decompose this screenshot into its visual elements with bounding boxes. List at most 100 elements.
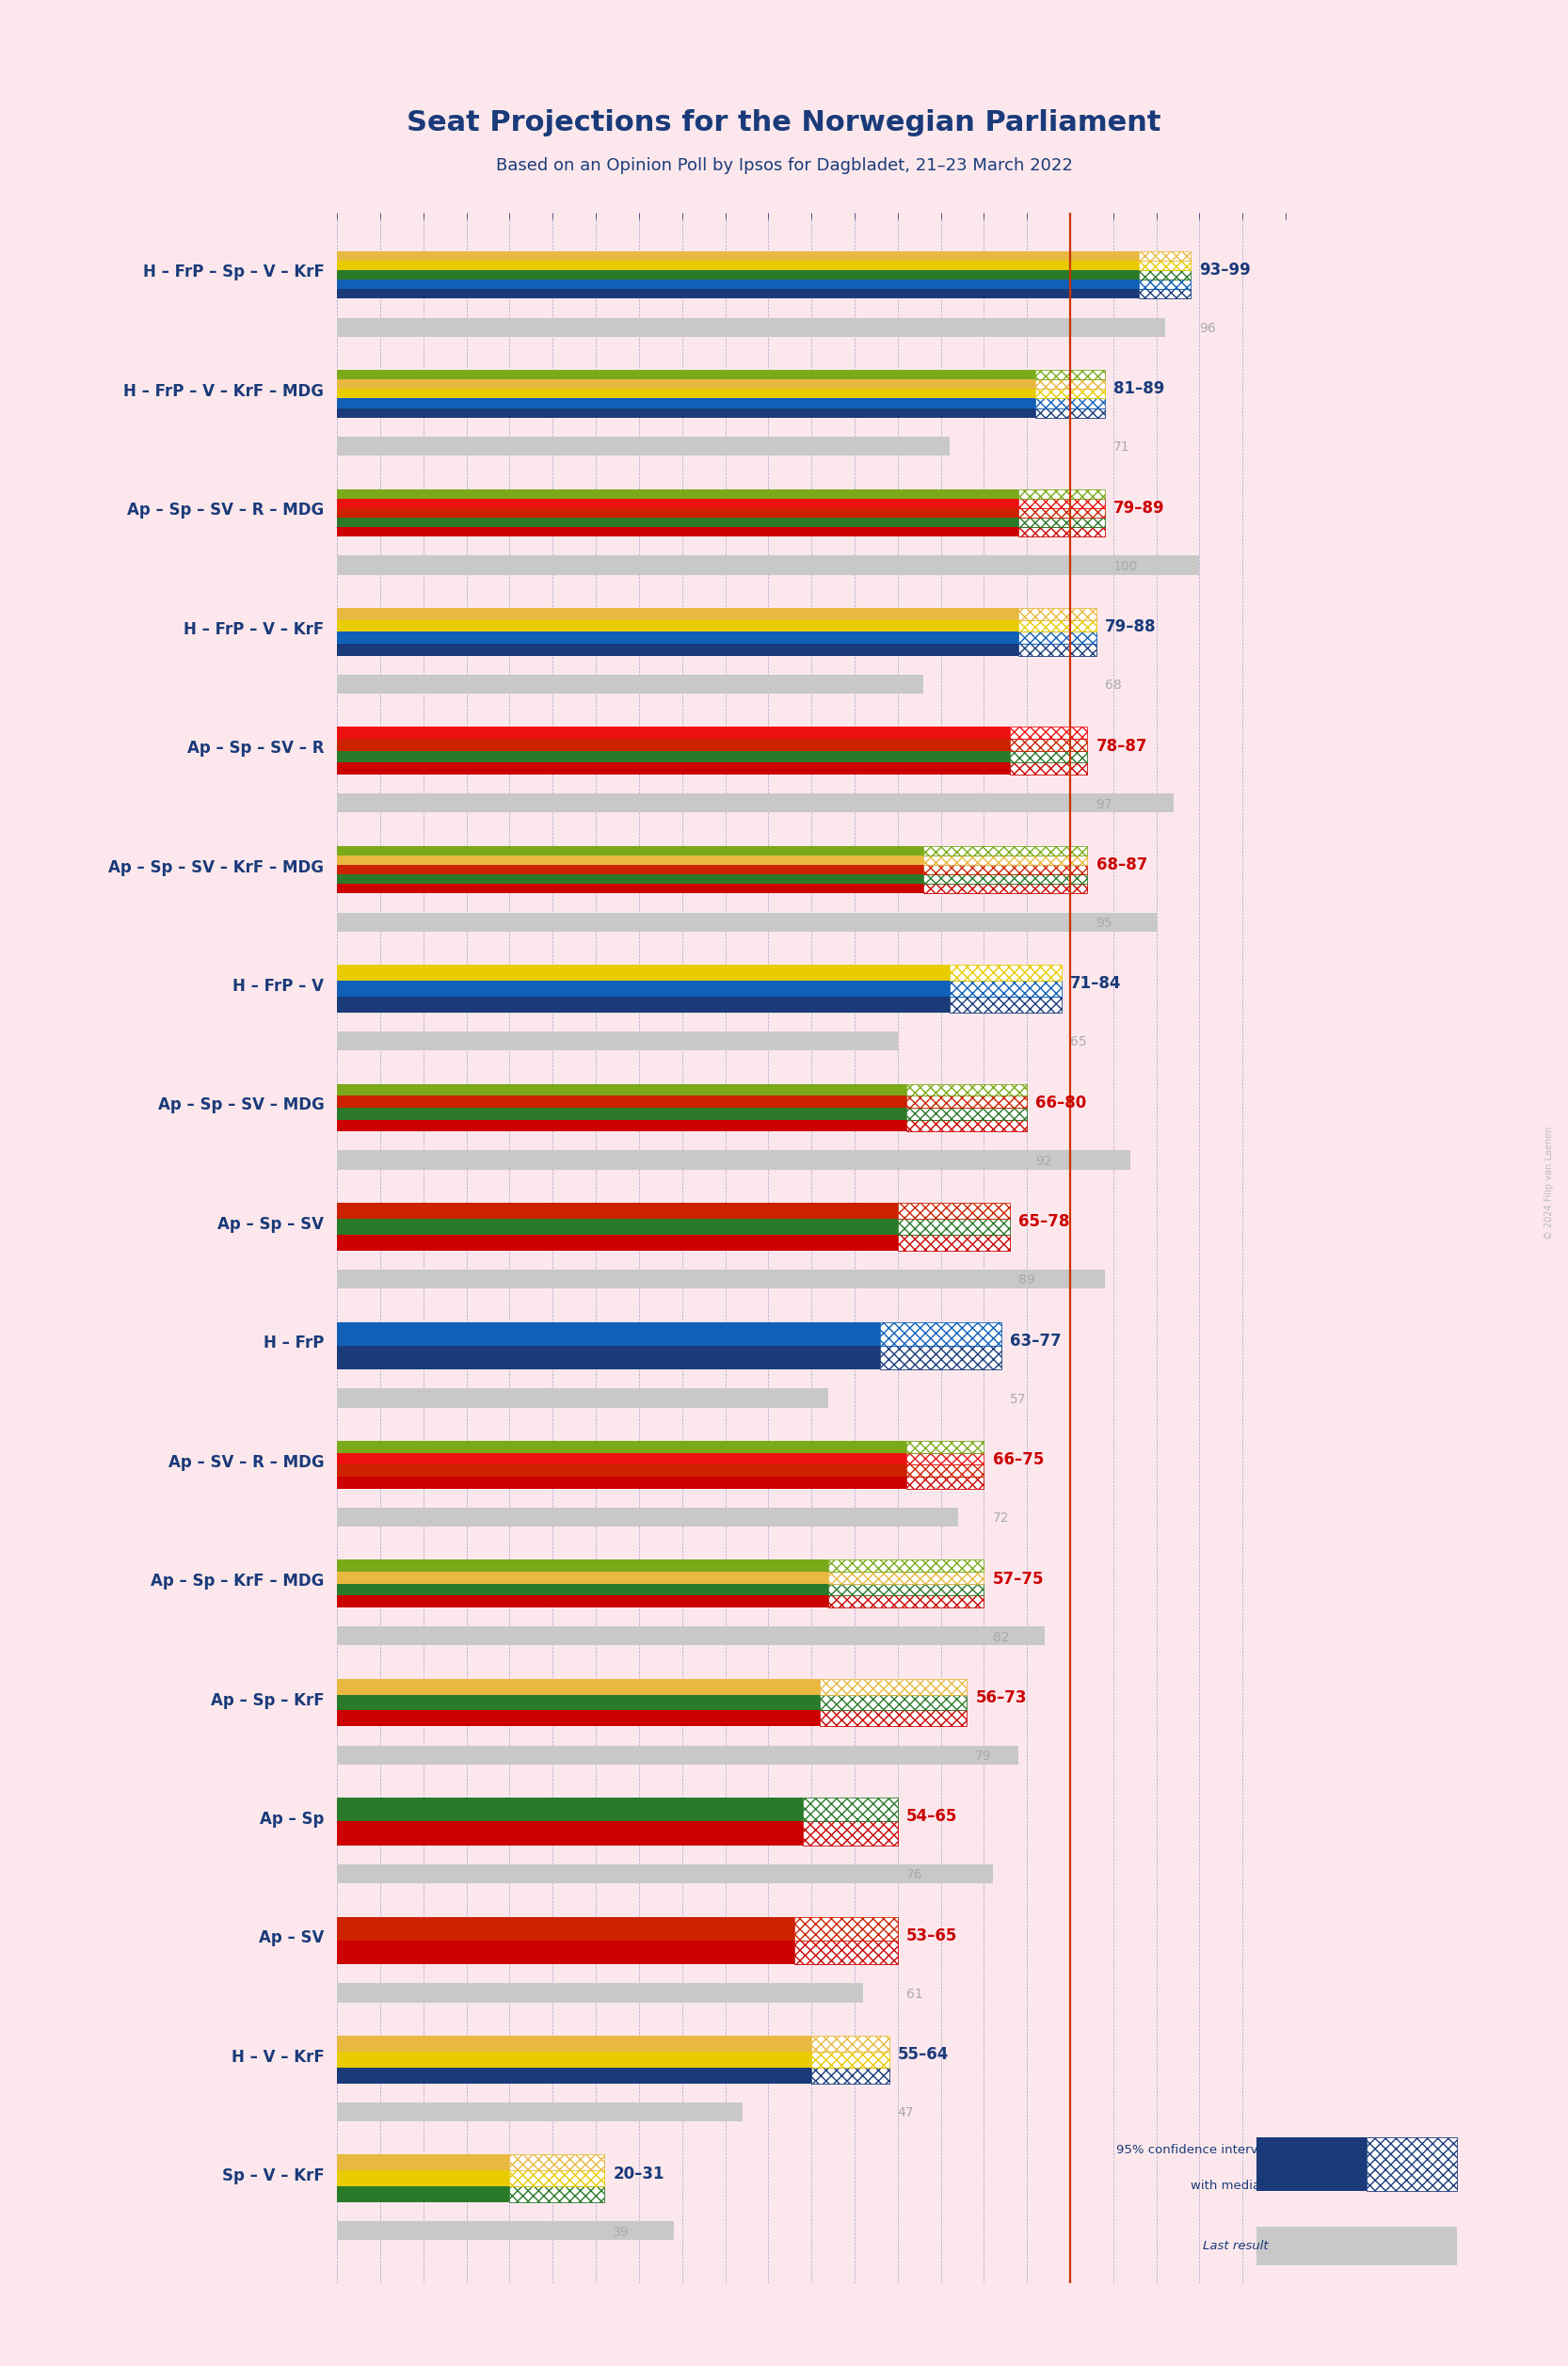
Text: Ap – Sp – SV – MDG: Ap – Sp – SV – MDG <box>158 1098 325 1114</box>
Bar <box>1035 379 1104 388</box>
Bar <box>337 407 1035 416</box>
Bar <box>337 317 1165 336</box>
Bar <box>337 726 1010 738</box>
Bar <box>897 1202 1010 1218</box>
Bar <box>1018 644 1096 655</box>
Bar <box>1010 726 1087 738</box>
Bar <box>880 1323 1000 1346</box>
Text: 53–65: 53–65 <box>906 1928 958 1945</box>
Bar <box>337 674 924 693</box>
Bar <box>337 1864 993 1883</box>
Bar <box>337 1507 958 1526</box>
Text: 76: 76 <box>906 1869 924 1881</box>
Bar <box>337 965 949 982</box>
Text: 57–75: 57–75 <box>993 1571 1044 1588</box>
Bar <box>1035 397 1104 407</box>
Text: 89: 89 <box>1018 1273 1035 1287</box>
Bar <box>949 982 1062 996</box>
Bar <box>1367 2139 1457 2191</box>
Bar <box>337 1389 828 1408</box>
Bar <box>337 1711 820 1727</box>
Bar <box>1018 528 1104 537</box>
Bar <box>820 1680 966 1694</box>
Bar <box>510 2186 604 2203</box>
Bar <box>1018 518 1104 528</box>
Bar <box>1018 608 1096 620</box>
Bar <box>337 1798 803 1822</box>
Bar <box>1138 260 1192 270</box>
Bar <box>337 762 1010 774</box>
Bar <box>337 528 1018 537</box>
Bar <box>1018 490 1104 499</box>
Bar <box>828 1559 985 1571</box>
Bar <box>812 2068 889 2084</box>
Bar <box>812 2051 889 2068</box>
Bar <box>337 556 1200 575</box>
Bar <box>828 1571 985 1583</box>
Bar <box>924 866 1087 875</box>
Bar <box>337 1476 906 1488</box>
Text: 71: 71 <box>1113 440 1131 454</box>
Bar <box>1138 289 1192 298</box>
Text: 68–87: 68–87 <box>1096 856 1148 873</box>
Text: Ap – Sp – SV – KrF – MDG: Ap – Sp – SV – KrF – MDG <box>108 859 325 875</box>
Text: 81–89: 81–89 <box>1113 381 1165 397</box>
Bar <box>820 1711 966 1727</box>
Bar <box>337 490 1018 499</box>
Bar <box>337 1625 1044 1644</box>
Text: 100: 100 <box>1113 561 1138 573</box>
Bar <box>828 1595 985 1607</box>
Bar <box>1018 509 1104 518</box>
Bar <box>1035 388 1104 397</box>
Bar <box>1138 260 1192 270</box>
Text: 56–73: 56–73 <box>975 1689 1027 1706</box>
Bar <box>1010 762 1087 774</box>
Bar <box>337 2068 812 2084</box>
Text: 78–87: 78–87 <box>1096 738 1148 755</box>
Bar <box>337 1983 862 2002</box>
Text: 65: 65 <box>1069 1036 1087 1048</box>
Bar <box>820 1680 966 1694</box>
Bar <box>337 1559 828 1571</box>
Bar <box>924 856 1087 866</box>
Bar <box>337 2035 812 2051</box>
Text: Seat Projections for the Norwegian Parliament: Seat Projections for the Norwegian Parli… <box>406 109 1162 137</box>
Bar <box>337 913 1156 932</box>
Text: Ap – Sp: Ap – Sp <box>260 1810 325 1827</box>
Bar <box>1035 369 1104 379</box>
Bar <box>337 1916 793 1940</box>
Bar <box>337 620 1018 632</box>
Bar <box>337 1271 1104 1289</box>
Bar <box>1035 388 1104 397</box>
Bar <box>906 1084 1027 1095</box>
Bar <box>820 1694 966 1711</box>
Bar <box>337 847 924 856</box>
Bar <box>337 1323 880 1346</box>
Bar <box>337 1465 906 1476</box>
Bar <box>924 866 1087 875</box>
Bar <box>337 1822 803 1845</box>
Bar <box>906 1465 985 1476</box>
Bar <box>1018 490 1104 499</box>
Bar <box>924 875 1087 885</box>
Bar <box>1138 279 1192 289</box>
Bar <box>510 2155 604 2170</box>
Bar <box>1138 251 1192 260</box>
Text: 79: 79 <box>975 1748 993 1763</box>
Text: 55–64: 55–64 <box>897 2047 949 2063</box>
Bar <box>803 1798 897 1822</box>
Text: Last result: Last result <box>1203 2241 1269 2252</box>
Bar <box>337 289 1138 298</box>
Text: H – FrP – V – KrF: H – FrP – V – KrF <box>183 620 325 639</box>
Text: 93–99: 93–99 <box>1200 263 1251 279</box>
Bar <box>337 1095 906 1107</box>
Bar <box>828 1583 985 1595</box>
Text: Ap – Sp – SV – R: Ap – Sp – SV – R <box>187 741 325 757</box>
Text: 61: 61 <box>906 1987 924 2002</box>
Bar <box>337 1583 828 1595</box>
Bar <box>337 251 1138 260</box>
Bar <box>337 750 1010 762</box>
Bar <box>1018 644 1096 655</box>
Bar <box>1018 608 1096 620</box>
Bar <box>1018 632 1096 644</box>
